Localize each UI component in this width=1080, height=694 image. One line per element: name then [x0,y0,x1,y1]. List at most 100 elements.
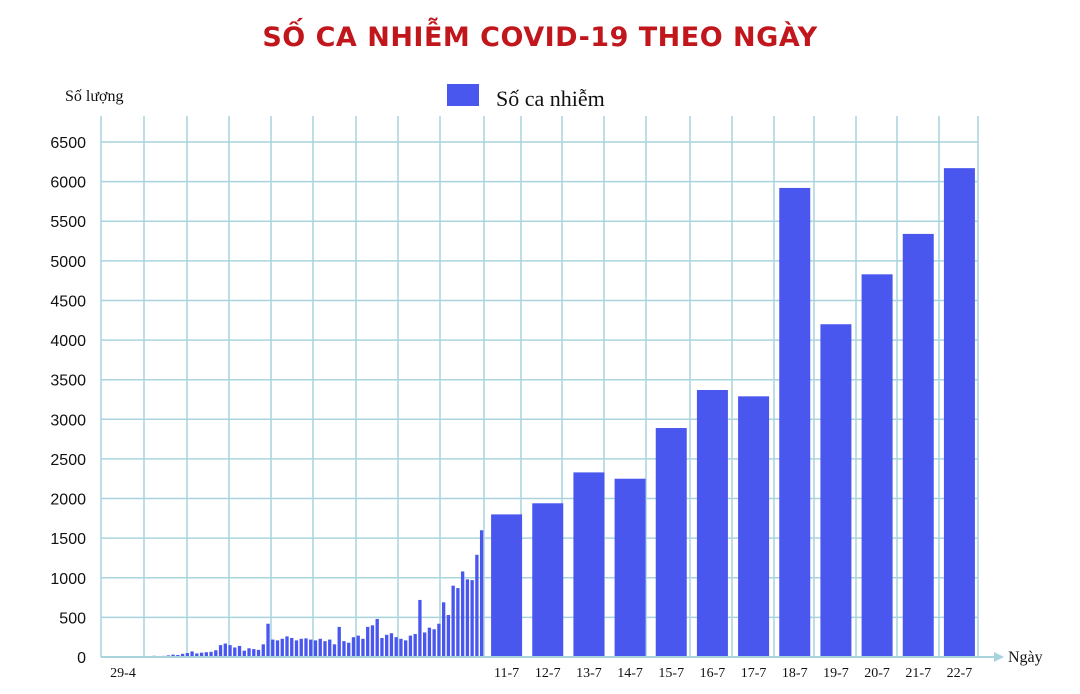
y-tick-label: 1500 [50,531,86,548]
early-bar [266,623,270,657]
y-tick-label: 6500 [50,135,86,152]
early-bar [261,644,265,657]
early-bar [470,580,474,657]
early-bar [370,625,375,657]
early-bar [413,634,417,657]
early-bar [309,639,313,657]
bar-16-7 [696,389,728,657]
x-tick-label: 22-7 [947,666,973,681]
y-tick-label: 3500 [50,373,86,390]
early-bar [394,637,398,657]
early-bar [209,651,213,657]
bar-20-7 [861,274,893,657]
x-tick-label: 16-7 [700,666,726,681]
bar-19-7 [820,324,852,657]
x-tick-label: 14-7 [617,666,643,681]
early-bar [475,554,479,657]
early-bar [441,602,446,657]
early-bar [437,623,441,657]
early-bar [247,648,251,657]
y-axis-label: Số lượng [65,88,123,105]
chart-title: SỐ CA NHIỄM COVID-19 THEO NGÀY [262,22,818,53]
early-bar [337,626,341,657]
y-tick-label: 2500 [50,452,86,469]
early-bar [280,638,284,657]
early-bar [223,643,227,657]
early-bar [228,645,232,657]
early-bar [432,629,436,657]
early-bar [427,627,432,657]
early-bar [275,640,280,657]
early-bar [446,615,451,657]
early-bar [313,640,318,657]
x-tick-label: 18-7 [782,666,808,681]
early-bar [479,530,484,657]
y-tick-label: 2000 [50,492,86,509]
y-tick-label: 500 [59,610,86,627]
early-bar [375,618,379,657]
early-bar [256,649,261,657]
early-bar [460,571,465,657]
early-bar [399,638,403,657]
x-tick-label: 13-7 [576,666,602,681]
x-tick-label: 20-7 [864,666,890,681]
y-tick-label: 3000 [50,412,86,429]
early-bar [328,639,332,657]
early-bar [171,654,175,657]
bar-11-7 [491,514,523,657]
early-bar [347,642,351,657]
y-tick-label: 5000 [50,254,86,271]
early-bar [252,649,256,657]
early-bar [199,652,204,657]
early-bar [366,626,370,657]
x-tick-label: 11-7 [494,666,519,681]
early-bar [332,644,337,657]
x-tick-label: 12-7 [535,666,561,681]
x-tick-label-start: 29-4 [110,666,136,681]
early-bar [404,640,408,657]
bar-15-7 [655,428,687,657]
early-bar [294,640,299,657]
x-axis-label: Ngày [1008,649,1043,666]
y-tick-label: 5500 [50,214,86,231]
legend-label: Số ca nhiễm [496,86,605,111]
early-bar [233,647,237,657]
bar-17-7 [738,396,770,657]
x-tick-label: 17-7 [741,666,767,681]
early-bar [418,599,422,657]
bar-12-7 [532,503,564,657]
early-bar [451,585,455,657]
early-bar [304,638,308,657]
early-bar [408,635,413,657]
early-bar [271,639,275,657]
early-bar [299,638,303,657]
bar-22-7 [943,168,975,657]
y-tick-label: 0 [77,650,86,667]
early-bar [285,636,289,657]
early-bar [361,638,365,657]
x-axis-arrow [994,652,1004,662]
early-bar [242,650,246,657]
early-bar [423,632,427,657]
bar-21-7 [902,233,934,657]
early-bar [214,650,218,657]
early-bar [342,641,346,657]
bar-18-7 [779,187,811,657]
early-bar [389,633,394,657]
early-bar [356,635,360,657]
y-tick-label: 1000 [50,571,86,588]
x-tick-label: 19-7 [823,666,849,681]
y-tick-label: 6000 [50,175,86,192]
bar-13-7 [573,472,605,657]
early-bar [465,579,470,657]
early-bar [323,641,327,657]
early-bar [380,637,384,657]
early-bar [190,651,194,657]
bar-14-7 [614,478,646,657]
early-bar [185,653,189,657]
early-bar [290,637,294,657]
early-bar [180,653,185,657]
early-bar [237,645,242,657]
early-bar [204,652,208,657]
legend-swatch [447,84,479,106]
